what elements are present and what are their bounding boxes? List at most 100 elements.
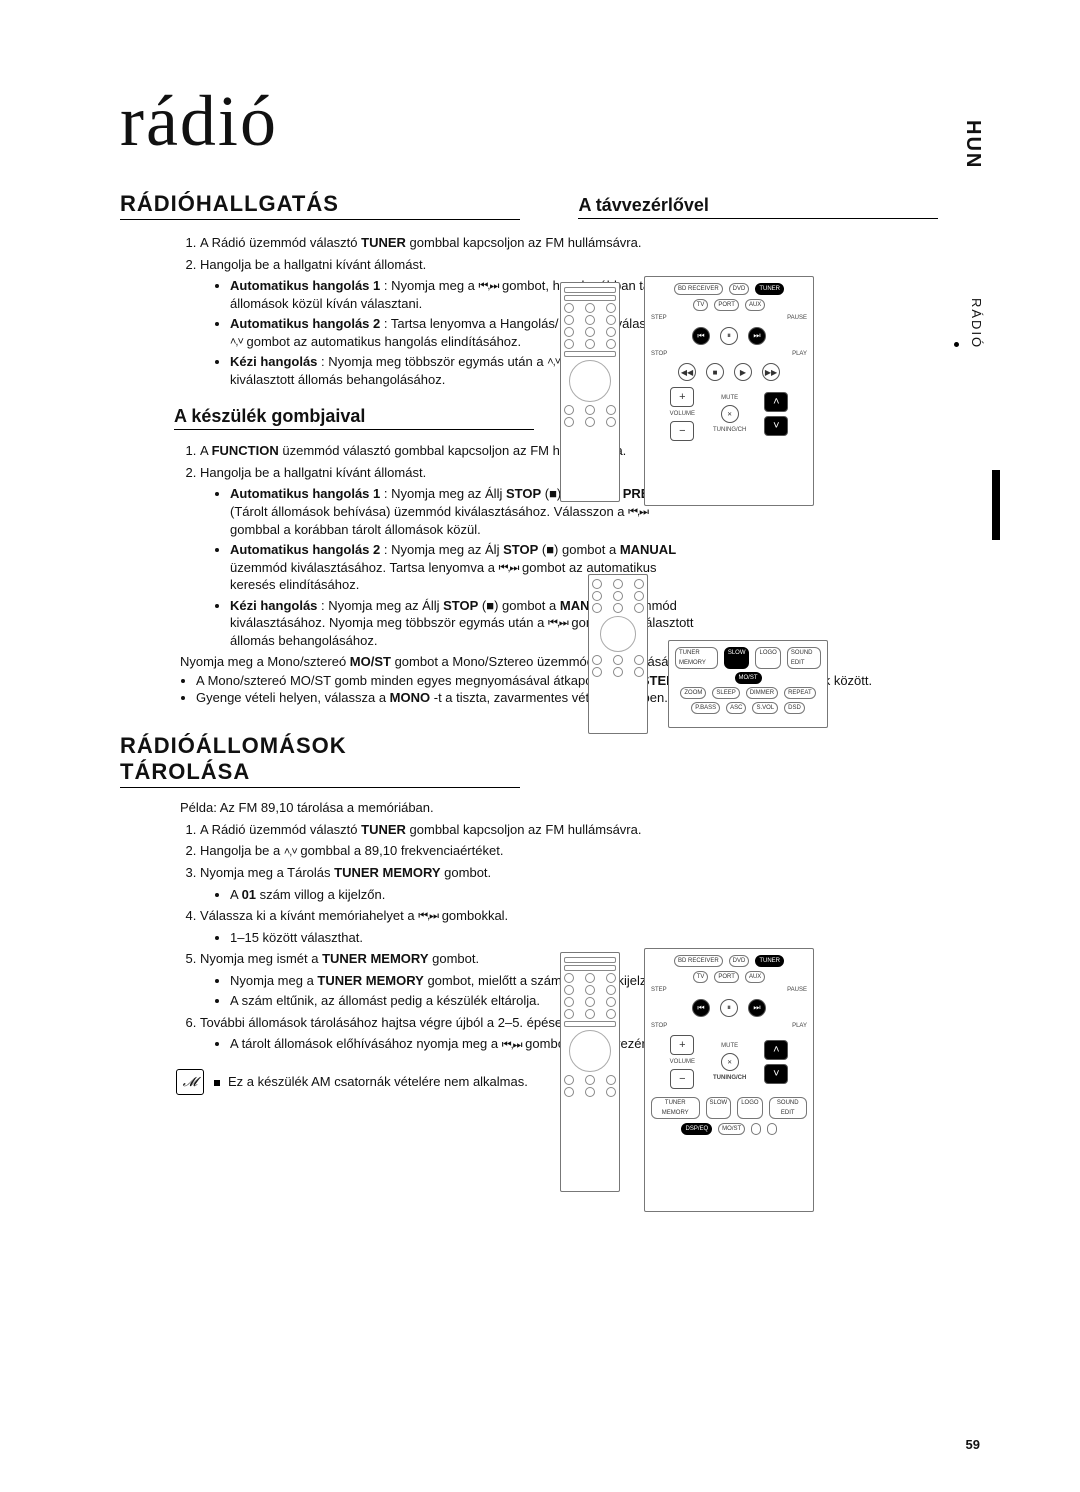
text-bold: Automatikus hangolás 1	[230, 278, 380, 293]
skip-icon: ⏮,⏭	[548, 616, 568, 631]
thumb-index-marker	[992, 470, 1000, 540]
text: gombot az automatikus hangolás elindítás…	[243, 334, 521, 349]
ff-icon: ▶▶	[762, 363, 780, 381]
next-icon: ⏭	[748, 327, 766, 345]
pill: AUX	[745, 299, 765, 311]
text: Nyomja meg a Mono/sztereó	[180, 654, 350, 669]
pill: TUNER	[755, 955, 784, 967]
text: További állomások tárolásához hajtsa vég…	[200, 1015, 583, 1030]
updown-icon: ˄,˅	[230, 335, 243, 350]
text-bold: MONO	[390, 690, 430, 705]
pill: SOUND EDIT	[787, 647, 821, 669]
label: TUNING/CH	[713, 427, 746, 433]
pill: TV	[693, 299, 709, 311]
label: MUTE	[721, 1043, 738, 1049]
list-item: Nyomja meg a Tárolás TUNER MEMORY gombot…	[200, 864, 680, 903]
vol-up-icon: +	[670, 387, 694, 407]
ch-down-icon: ˅	[764, 1064, 788, 1084]
text-bold: STOP	[506, 486, 541, 501]
text: A Mono/sztereó MO/ST gomb minden egyes m…	[196, 673, 641, 688]
section-side-label-wrap: RÁDIÓ	[954, 298, 984, 354]
label: MUTE	[721, 395, 738, 401]
text-bold: TUNER	[361, 235, 406, 250]
text-bold: Automatikus hangolás 2	[230, 542, 380, 557]
label: STEP	[651, 315, 667, 321]
label: PLAY	[792, 351, 807, 357]
label: PAUSE	[787, 315, 807, 321]
updown-icon: ˄,˅	[284, 845, 297, 860]
manual-page: HUN RÁDIÓ rádió RÁDIÓHALLGATÁS A távvezé…	[0, 0, 1080, 1492]
pill: P.BASS	[691, 702, 720, 714]
prev-icon: ⏮	[692, 327, 710, 345]
text: : Nyomja meg többször egymás után a	[317, 354, 547, 369]
list-item: 1–15 között választhat.	[230, 929, 680, 947]
text: (■) gombot a	[538, 542, 620, 557]
text-bold: MANUAL	[620, 542, 676, 557]
pause-btn-icon: ⏸	[720, 999, 738, 1017]
label: VOLUME	[670, 411, 695, 417]
pill: S.VOL	[752, 702, 778, 714]
text: : Nyomja meg az Álj	[380, 542, 503, 557]
pill: MO/ST	[718, 1123, 745, 1135]
text-bold: TUNER	[361, 822, 406, 837]
play-btn-icon: ▶	[734, 363, 752, 381]
label: STEP	[651, 987, 667, 993]
note-icon: 𝓜	[176, 1069, 204, 1095]
text: gombbal a korábban tárolt állomások közü…	[230, 522, 481, 537]
text-bold: Automatikus hangolás 2	[230, 316, 380, 331]
text: gombot.	[441, 865, 492, 880]
prev-icon: ⏮	[692, 999, 710, 1017]
pill: SLOW	[724, 647, 750, 669]
list-item: A Rádió üzemmód választó TUNER gombbal k…	[200, 821, 680, 839]
remote-illustration-2	[588, 574, 648, 734]
label: PAUSE	[787, 987, 807, 993]
text: (Tárolt állomások behívása) üzemmód kivá…	[230, 504, 628, 519]
text: A Rádió üzemmód választó	[200, 235, 361, 250]
text: Gyenge vételi helyen, válassza a	[196, 690, 390, 705]
text-bold: TUNER MEMORY	[334, 865, 440, 880]
text-bold: STOP	[443, 598, 478, 613]
text: A	[200, 443, 212, 458]
text: Hangolja be a hallgatni kívánt állomást.	[200, 257, 426, 272]
next-icon: ⏭	[748, 999, 766, 1017]
ch-up-icon: ˄	[764, 1040, 788, 1060]
list-item: A 01 szám villog a kijelzőn.	[230, 886, 680, 904]
text-bold: Kézi hangolás	[230, 354, 317, 369]
square-bullet-icon	[214, 1080, 220, 1086]
text: Ez a készülék AM csatornák vételére nem …	[228, 1074, 528, 1089]
text: : Nyomja meg az Állj	[380, 486, 506, 501]
control-panel-illustration-1: BD RECEIVER DVD TUNER TV PORT AUX STEPPA…	[644, 276, 814, 506]
pill: TV	[693, 971, 709, 983]
list-item: Válassza ki a kívánt memóriahelyet a ⏮,⏭…	[200, 907, 680, 946]
skip-icon: ⏮,⏭	[502, 1038, 522, 1053]
label: TUNING/CH	[713, 1075, 746, 1081]
skip-icon: ⏮,⏭	[479, 279, 499, 294]
pill: TUNER	[755, 283, 784, 295]
text-bold: Automatikus hangolás 1	[230, 486, 380, 501]
store-example: Példa: Az FM 89,10 tárolása a memóriában…	[180, 800, 980, 815]
pill	[751, 1123, 761, 1135]
text-bold: TUNER MEMORY	[317, 973, 423, 988]
text: Nyomja meg ismét a	[200, 951, 322, 966]
label: STOP	[651, 1023, 667, 1029]
pill: LOGO	[755, 647, 780, 669]
pill: BD RECEIVER	[674, 955, 723, 967]
pill: DIMMER	[746, 687, 778, 699]
heading-store: RÁDIÓÁLLOMÁSOK TÁROLÁSA	[120, 733, 520, 788]
mute-icon: ✕	[721, 405, 739, 423]
pill: DSD	[784, 702, 805, 714]
list-item: Hangolja be a ˄,˅ gombbal a 89,10 frekve…	[200, 842, 680, 860]
text: gombbal kapcsoljon az FM hullámsávra.	[406, 235, 642, 250]
stop-btn-icon: ■	[706, 363, 724, 381]
ch-up-icon: ˄	[764, 392, 788, 412]
vol-up-icon: +	[670, 1035, 694, 1055]
pill: SLOW	[706, 1097, 732, 1119]
pill: TUNER MEMORY	[675, 647, 718, 669]
ch-down-icon: ˅	[764, 416, 788, 436]
text-bold: Kézi hangolás	[230, 598, 317, 613]
text: szám villog a kijelzőn.	[256, 887, 385, 902]
list-item: Automatikus hangolás 1 : Nyomja meg az Á…	[230, 485, 700, 538]
subheading-remote: A távvezérlővel	[578, 195, 938, 219]
text: gombot, mielőtt a szám eltűnik a kijelző…	[424, 973, 672, 988]
remote-illustration-3	[560, 952, 620, 1192]
